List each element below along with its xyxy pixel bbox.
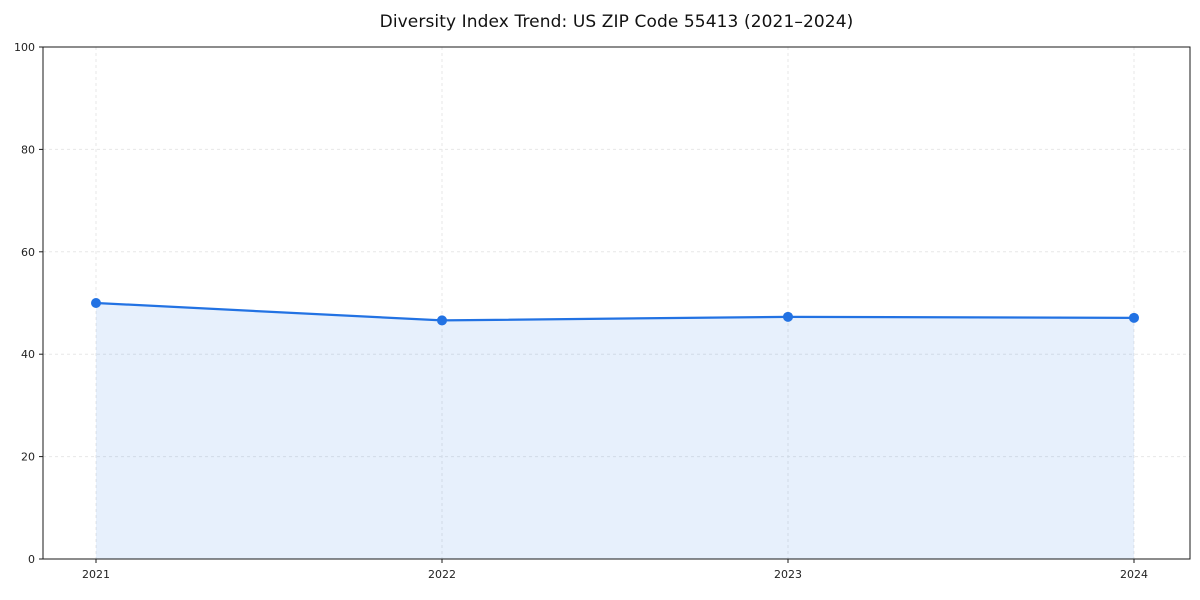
y-tick-label: 80: [21, 143, 35, 156]
area-fill: [96, 303, 1134, 559]
x-tick-label: 2021: [82, 568, 110, 581]
chart-title: Diversity Index Trend: US ZIP Code 55413…: [379, 12, 854, 32]
data-point: [437, 315, 447, 326]
x-tick-label: 2024: [1120, 568, 1148, 581]
y-tick-label: 40: [21, 348, 35, 361]
y-tick-label: 60: [21, 246, 35, 259]
data-point: [783, 311, 793, 322]
y-tick-label: 100: [14, 41, 35, 54]
trend-line: [94, 301, 1136, 322]
data-point: [1129, 312, 1139, 323]
data-point: [91, 298, 101, 308]
x-tick-label: 2022: [428, 568, 456, 581]
plot-border: [42, 46, 1191, 560]
y-tick-label: 0: [28, 553, 35, 566]
y-tick-label: 20: [21, 451, 35, 464]
x-tick-label: 2023: [774, 568, 802, 581]
